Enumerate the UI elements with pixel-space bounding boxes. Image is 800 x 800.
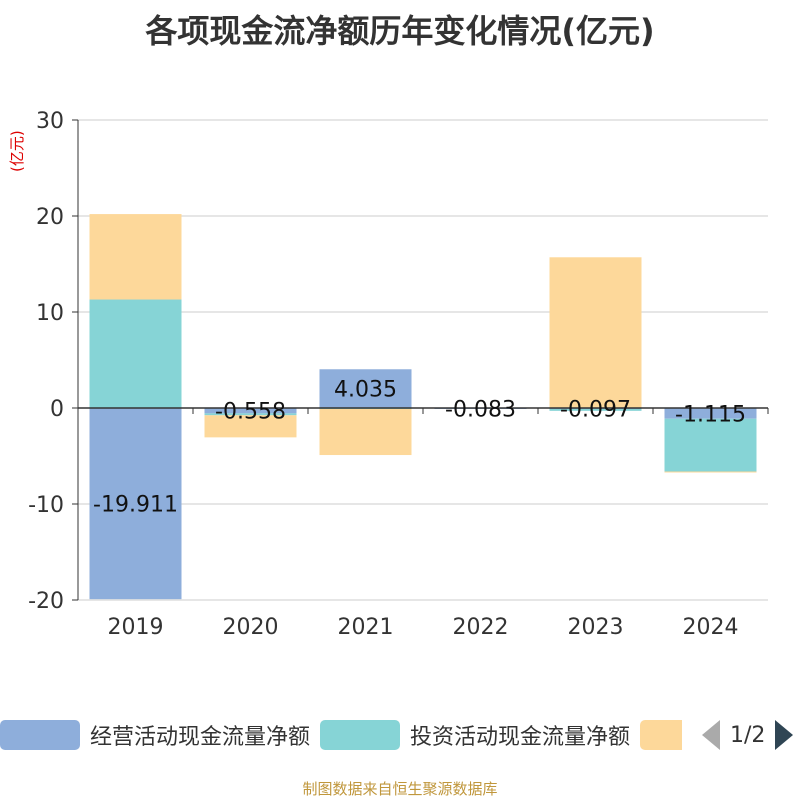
bar-2020-series-1 — [204, 413, 297, 416]
data-label-2021: 4.035 — [334, 378, 397, 403]
x-tick-label-2021: 2021 — [338, 615, 394, 640]
legend-next-arrow-icon[interactable] — [775, 720, 794, 750]
x-tick-label-2024: 2024 — [683, 615, 739, 640]
legend-label-investing: 投资活动现金流量净额 — [410, 725, 631, 750]
bar-2024-series-2 — [664, 471, 757, 473]
data-source-note: 制图数据来自恒生聚源数据库 — [302, 780, 498, 798]
bar-2019-series-2 — [89, 214, 182, 300]
y-tick-label-2: 10 — [36, 301, 64, 326]
legend-item-operating[interactable]: 经营活动现金流量净额 — [0, 715, 310, 755]
bar-2023-series-1 — [549, 408, 642, 411]
x-tick-label-2019: 2019 — [108, 615, 164, 640]
chart-title: 各项现金流净额历年变化情况(亿元) — [145, 12, 655, 50]
bar-2020-series-2 — [204, 415, 297, 438]
data-label-2020: -0.558 — [215, 400, 286, 425]
x-tick-label-2023: 2023 — [568, 615, 624, 640]
legend-swatch-operating — [0, 720, 80, 750]
bar-2021-series-2 — [319, 408, 412, 456]
y-tick-label-0: 30 — [36, 109, 64, 134]
legend-label-operating: 经营活动现金流量净额 — [90, 725, 311, 750]
y-tick-label-5: -20 — [28, 589, 64, 614]
bar-2020-series-0 — [204, 408, 297, 414]
legend-item-third[interactable] — [640, 715, 682, 755]
bar-2019-series-0 — [89, 408, 182, 600]
x-tick-label-2022: 2022 — [453, 615, 509, 640]
legend-page-indicator: 1/2 — [730, 722, 766, 748]
bar-2021-series-0 — [319, 369, 412, 408]
bar-2019-series-1 — [89, 299, 182, 408]
legend-item-investing[interactable]: 投资活动现金流量净额 — [320, 715, 630, 755]
y-tick-label-1: 20 — [36, 205, 64, 230]
x-tick-label-2020: 2020 — [223, 615, 279, 640]
legend-prev-arrow-icon[interactable] — [702, 720, 720, 750]
bar-2024-series-0 — [664, 408, 757, 419]
data-label-2022: -0.083 — [445, 397, 516, 422]
legend: 经营活动现金流量净额 投资活动现金流量净额 1/2 — [0, 715, 800, 755]
bar-2023-series-2 — [549, 257, 642, 408]
legend-pager: 1/2 — [702, 715, 794, 755]
data-label-2019: -19.911 — [93, 493, 178, 518]
chart-plot: 30 20 10 0 -10 -20 2019 2020 2021 2022 2023 2024 -19… — [28, 109, 769, 640]
y-tick-label-3: 0 — [50, 397, 64, 422]
data-label-2023: -0.097 — [560, 397, 631, 422]
y-tick-label-4: -10 — [28, 493, 64, 518]
bar-2024-series-1 — [664, 418, 757, 472]
legend-swatch-investing — [320, 720, 400, 750]
legend-swatch-third — [640, 720, 682, 750]
data-label-2024: -1.115 — [675, 402, 746, 427]
